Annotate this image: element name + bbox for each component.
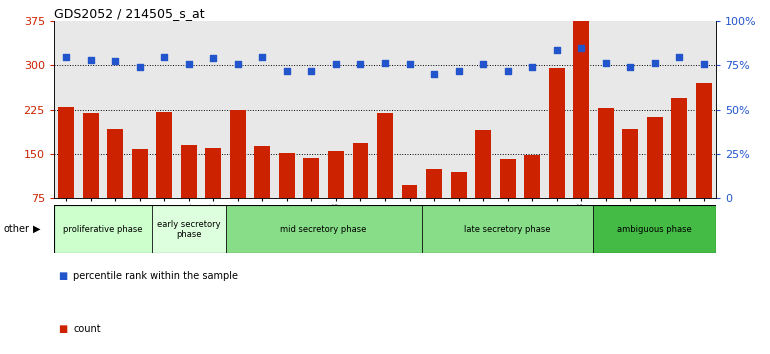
Point bbox=[477, 62, 489, 67]
Point bbox=[158, 55, 170, 60]
Bar bbox=[181, 145, 197, 242]
Bar bbox=[671, 98, 688, 242]
Bar bbox=[152, 205, 226, 253]
Text: mid secretory phase: mid secretory phase bbox=[280, 225, 367, 234]
Bar bbox=[328, 151, 344, 242]
Bar bbox=[206, 148, 221, 242]
Text: percentile rank within the sample: percentile rank within the sample bbox=[73, 271, 238, 281]
Point bbox=[575, 45, 588, 51]
Bar bbox=[132, 149, 148, 242]
Text: ▶: ▶ bbox=[33, 224, 41, 234]
Point bbox=[85, 57, 97, 62]
Point bbox=[60, 54, 72, 59]
Bar bbox=[573, 21, 589, 242]
Bar bbox=[450, 172, 467, 242]
Point bbox=[354, 61, 367, 67]
Bar bbox=[254, 146, 270, 242]
Bar bbox=[82, 113, 99, 242]
Bar bbox=[622, 129, 638, 242]
Point bbox=[453, 69, 465, 74]
Bar bbox=[107, 129, 123, 242]
Text: GDS2052 / 214505_s_at: GDS2052 / 214505_s_at bbox=[54, 7, 205, 20]
Text: count: count bbox=[73, 324, 101, 334]
Point bbox=[600, 60, 612, 65]
Point bbox=[526, 64, 538, 69]
Bar bbox=[647, 117, 663, 242]
Point bbox=[551, 47, 563, 52]
Bar bbox=[422, 205, 594, 253]
Text: early secretory
phase: early secretory phase bbox=[157, 219, 221, 239]
Bar bbox=[598, 108, 614, 242]
Point bbox=[501, 69, 514, 74]
Point bbox=[182, 62, 195, 67]
Bar bbox=[377, 113, 393, 242]
Text: ■: ■ bbox=[58, 324, 67, 334]
Text: proliferative phase: proliferative phase bbox=[63, 225, 142, 234]
Bar bbox=[524, 155, 540, 242]
Bar bbox=[475, 130, 491, 242]
Text: other: other bbox=[4, 224, 30, 234]
Bar bbox=[426, 169, 442, 242]
Bar bbox=[303, 158, 320, 242]
Bar bbox=[696, 83, 711, 242]
Bar bbox=[59, 107, 74, 242]
Bar bbox=[500, 159, 516, 242]
Point bbox=[624, 64, 637, 69]
Bar bbox=[594, 205, 716, 253]
Point bbox=[379, 60, 391, 65]
Point bbox=[281, 69, 293, 74]
Bar bbox=[279, 153, 295, 242]
Point bbox=[256, 54, 269, 59]
Point bbox=[330, 62, 342, 67]
Point bbox=[403, 62, 416, 67]
Bar bbox=[54, 205, 152, 253]
Text: ambiguous phase: ambiguous phase bbox=[618, 225, 692, 234]
Bar bbox=[549, 68, 564, 242]
Bar bbox=[402, 185, 417, 242]
Bar bbox=[226, 205, 422, 253]
Point bbox=[673, 54, 685, 59]
Bar bbox=[230, 110, 246, 242]
Point bbox=[207, 55, 219, 61]
Bar bbox=[353, 143, 368, 242]
Point bbox=[109, 58, 122, 64]
Point bbox=[648, 60, 661, 65]
Text: ■: ■ bbox=[58, 271, 67, 281]
Bar bbox=[156, 112, 172, 242]
Point bbox=[133, 64, 146, 69]
Point bbox=[232, 62, 244, 67]
Text: late secretory phase: late secretory phase bbox=[464, 225, 551, 234]
Point bbox=[305, 69, 317, 74]
Point bbox=[698, 62, 710, 67]
Point bbox=[428, 72, 440, 77]
